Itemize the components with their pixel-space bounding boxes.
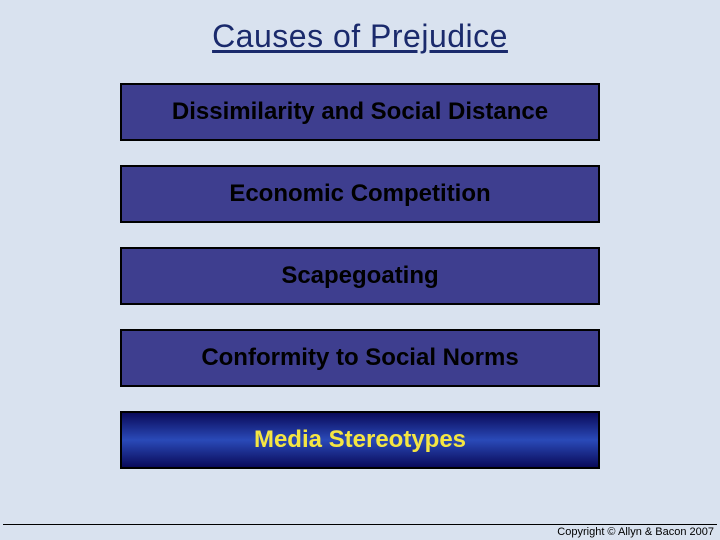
cause-label: Scapegoating	[281, 262, 438, 290]
cause-box-scapegoating: Scapegoating	[120, 247, 600, 305]
cause-box-dissimilarity: Dissimilarity and Social Distance	[120, 83, 600, 141]
cause-label: Economic Competition	[229, 180, 490, 208]
cause-label: Media Stereotypes	[254, 426, 466, 454]
cause-box-media: Media Stereotypes	[120, 411, 600, 469]
copyright-text: Copyright © Allyn & Bacon 2007	[3, 524, 717, 538]
cause-label: Dissimilarity and Social Distance	[172, 98, 548, 126]
cause-label: Conformity to Social Norms	[201, 344, 518, 372]
boxes-container: Dissimilarity and Social Distance Econom…	[0, 83, 720, 469]
cause-box-economic: Economic Competition	[120, 165, 600, 223]
slide: Causes of Prejudice Dissimilarity and So…	[0, 0, 720, 540]
slide-title: Causes of Prejudice	[0, 18, 720, 55]
cause-box-conformity: Conformity to Social Norms	[120, 329, 600, 387]
